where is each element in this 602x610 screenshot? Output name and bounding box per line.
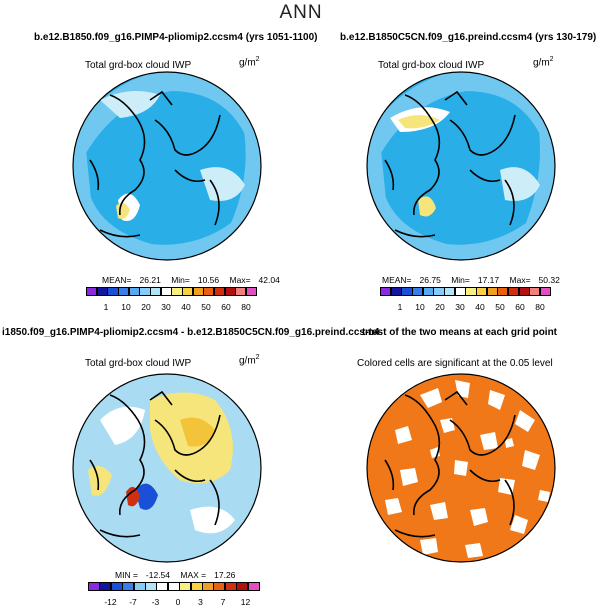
panel-1-coastlines xyxy=(89,90,221,238)
panel-3-subtitle: Total grd-box cloud IWP xyxy=(85,358,192,369)
colorbar-tick-label: -7 xyxy=(129,597,137,607)
panel-1-title: b.e12.B1850.f09_g16.PIMP4-pliomip2.ccsm4… xyxy=(34,32,318,43)
panel-2-title: b.e12.B1850C5CN.f09_g16.preind.ccsm4 (yr… xyxy=(340,32,597,43)
panel-3-units: g/m2 xyxy=(239,354,260,367)
panel-3-colorbar: -12 -7 -3 0 3 7 12 xyxy=(88,582,268,610)
colorbar-tick-label: 20 xyxy=(435,302,445,312)
panel-3-white-patch-2 xyxy=(190,506,235,534)
panel-4-coastlines xyxy=(384,390,516,538)
panel-1-subtitle: Total grd-box cloud IWP xyxy=(85,60,192,71)
colorbar-tick-label: 7 xyxy=(220,597,226,607)
colorbar-tick-label: 40 xyxy=(475,302,485,312)
colorbar-tick-label: 0 xyxy=(175,597,181,607)
panel-2-yellow-patch xyxy=(398,115,440,129)
colorbar-tick-label: 40 xyxy=(181,302,191,312)
panel-2-pale-patch xyxy=(500,167,540,201)
colorbar-tick-label: -3 xyxy=(151,597,160,607)
colorbar-tick-label: 80 xyxy=(535,302,545,312)
panel-1-stats: MEAN= 26.21 Min= 10.56 Max= 42.04 xyxy=(102,275,280,285)
panel-2-yellow-patch-2 xyxy=(418,196,436,217)
colorbar-box xyxy=(539,287,552,296)
colorbar-tick-label: 10 xyxy=(415,302,425,312)
panel-2-light-band xyxy=(367,72,555,260)
colorbar-tick-label: 60 xyxy=(515,302,525,312)
colorbar-tick-label: 50 xyxy=(201,302,211,312)
colorbar-tick-label: 12 xyxy=(240,597,251,607)
colorbar-tick-label: 10 xyxy=(121,302,131,312)
figure-title: ANN xyxy=(279,2,323,23)
panel-3-title: i1850.f09_g16.PIMP4-pliomip2.ccsm4 - b.e… xyxy=(2,327,380,338)
panel-2-coastlines xyxy=(384,90,516,238)
colorbar-tick-label: 80 xyxy=(241,302,251,312)
panel-3-coastlines xyxy=(89,390,221,538)
colorbar-box xyxy=(245,287,258,296)
colorbar-tick-label: 50 xyxy=(495,302,505,312)
panel-3-white-patch xyxy=(100,406,145,445)
panel-3-dipole-red xyxy=(126,486,140,507)
panel-1-pale-patch-2 xyxy=(200,167,245,201)
panel-3-dipole-blue xyxy=(135,483,158,510)
panel-1-light-band xyxy=(73,72,261,260)
colorbar-tick-label: 60 xyxy=(221,302,231,312)
panel-1-units: g/m2 xyxy=(239,56,260,69)
colorbar-tick-label: 30 xyxy=(455,302,465,312)
panel-1-colorbar: 1 10 20 30 40 50 60 80 xyxy=(86,287,266,315)
colorbar-tick-label: -12 xyxy=(104,597,117,607)
panel-3-yellow-region-2 xyxy=(180,417,215,447)
colorbar-box xyxy=(247,582,260,591)
panel-2-subtitle: Total grd-box cloud IWP xyxy=(378,60,485,71)
panel-2-stats: MEAN= 26.75 Min= 17.17 Max= 50.32 xyxy=(382,275,560,285)
colorbar-tick-label: 1 xyxy=(103,302,109,312)
colorbar-tick-label: 1 xyxy=(397,302,403,312)
panel-4-subtitle: Colored cells are significant at the 0.0… xyxy=(357,358,553,369)
panel-4-title: t-test of the two means at each grid poi… xyxy=(362,327,558,338)
colorbar-tick-label: 3 xyxy=(198,597,203,607)
panel-2-units: g/m2 xyxy=(533,56,554,69)
panel-3-stats: MIN = -12.54 MAX = 17.26 xyxy=(115,570,236,580)
colorbar-tick-label: 20 xyxy=(141,302,151,312)
panel-2-colorbar: 1 10 20 30 40 50 60 80 xyxy=(380,287,560,315)
colorbar-tick-label: 30 xyxy=(161,302,171,312)
panel-3-yellow-band-west xyxy=(88,466,112,496)
